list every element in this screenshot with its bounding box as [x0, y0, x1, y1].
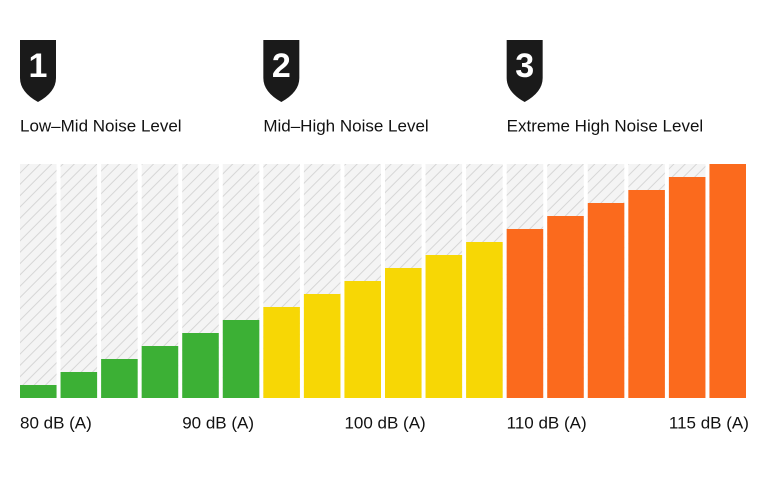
- badge-number: 2: [272, 47, 291, 85]
- bar: [344, 281, 381, 398]
- bar: [506, 229, 544, 398]
- bar: [466, 242, 503, 398]
- x-tick-label: 80 dB (A): [20, 413, 92, 432]
- bar: [709, 164, 746, 398]
- group-title: Mid–High Noise Level: [263, 116, 428, 135]
- badge-shield: [263, 40, 300, 102]
- group-title: Low–Mid Noise Level: [20, 116, 182, 135]
- x-tick-label: 100 dB (A): [344, 413, 425, 432]
- bar: [547, 216, 584, 398]
- bar: [587, 203, 625, 398]
- badge-shield: [506, 40, 543, 102]
- bar: [425, 255, 463, 398]
- bar: [101, 359, 138, 398]
- bar: [141, 346, 179, 398]
- bar: [263, 307, 300, 398]
- badge-number: 1: [29, 47, 48, 85]
- bar: [222, 320, 260, 398]
- bar: [60, 372, 98, 398]
- bar: [628, 190, 665, 398]
- badge-shield: [20, 40, 56, 102]
- bar: [20, 385, 57, 398]
- x-tick-label: 110 dB (A): [507, 413, 587, 432]
- bar: [303, 294, 341, 398]
- x-tick-label: 90 dB (A): [182, 413, 254, 432]
- x-tick-label: 115 dB (A): [669, 413, 749, 432]
- bar-background: [60, 164, 98, 398]
- group-title: Extreme High Noise Level: [507, 116, 704, 135]
- badge-number: 3: [515, 47, 534, 85]
- bar-background: [20, 164, 57, 398]
- bar: [668, 177, 706, 398]
- bar: [182, 333, 219, 398]
- bar: [385, 268, 422, 398]
